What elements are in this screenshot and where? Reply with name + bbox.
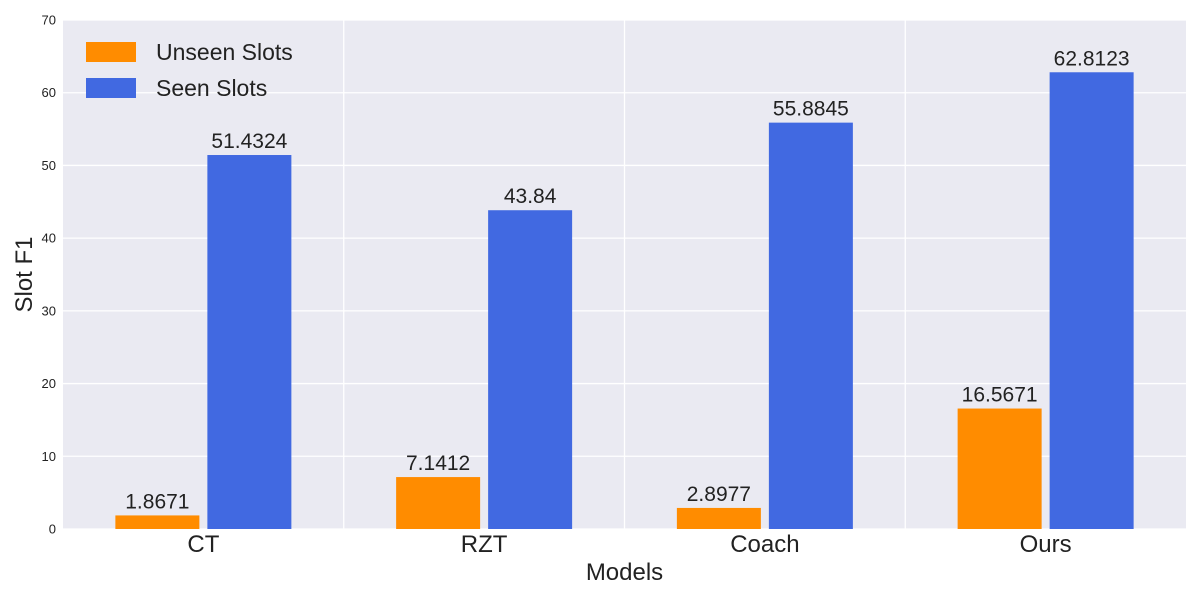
data-label: 1.8671 — [125, 490, 189, 513]
y-tick-label: 20 — [42, 376, 56, 391]
x-tick-label: RZT — [461, 531, 508, 558]
bar-unseen-slots — [957, 408, 1042, 529]
x-tick-label: Ours — [1020, 531, 1072, 558]
y-tick-label: 70 — [42, 13, 56, 28]
y-tick-labels: 0 10 20 30 40 50 60 70 — [42, 13, 56, 537]
bar-seen-slots — [207, 155, 292, 529]
legend-label-unseen-slots: Unseen Slots — [156, 39, 293, 65]
data-label: 55.8845 — [773, 98, 849, 121]
data-label: 51.4324 — [211, 130, 287, 153]
x-axis-label: Models — [586, 559, 663, 586]
data-label: 62.8123 — [1054, 47, 1130, 70]
bar-seen-slots — [768, 122, 853, 530]
data-labels: 1.8671 51.4324 7.1412 43.84 2.8977 55.8845 16.… — [125, 47, 1129, 513]
y-tick-label: 0 — [49, 522, 56, 537]
bar-seen-slots — [1049, 72, 1134, 530]
legend-swatch-unseen-slots — [86, 42, 136, 62]
bar-seen-slots — [488, 210, 573, 529]
bar-unseen-slots — [676, 507, 761, 529]
x-tick-label: Coach — [730, 531, 799, 558]
y-axis-label: Slot F1 — [11, 236, 38, 312]
bar-unseen-slots — [396, 477, 481, 529]
y-tick-label: 60 — [42, 85, 56, 100]
y-tick-label: 40 — [42, 231, 56, 246]
bars — [115, 72, 1134, 530]
data-label: 43.84 — [504, 185, 557, 208]
bar-unseen-slots — [115, 515, 200, 529]
legend-swatch-seen-slots — [86, 78, 136, 98]
x-tick-label: CT — [187, 531, 219, 558]
y-tick-label: 50 — [42, 158, 56, 173]
legend: Unseen Slots Seen Slots — [86, 39, 293, 101]
y-tick-label: 10 — [42, 449, 56, 464]
legend-label-seen-slots: Seen Slots — [156, 75, 267, 101]
y-tick-label: 30 — [42, 303, 56, 318]
data-label: 16.5671 — [962, 384, 1038, 407]
data-label: 2.8977 — [687, 483, 751, 506]
data-label: 7.1412 — [406, 452, 470, 475]
x-tick-labels: CT RZT Coach Ours — [187, 531, 1071, 558]
